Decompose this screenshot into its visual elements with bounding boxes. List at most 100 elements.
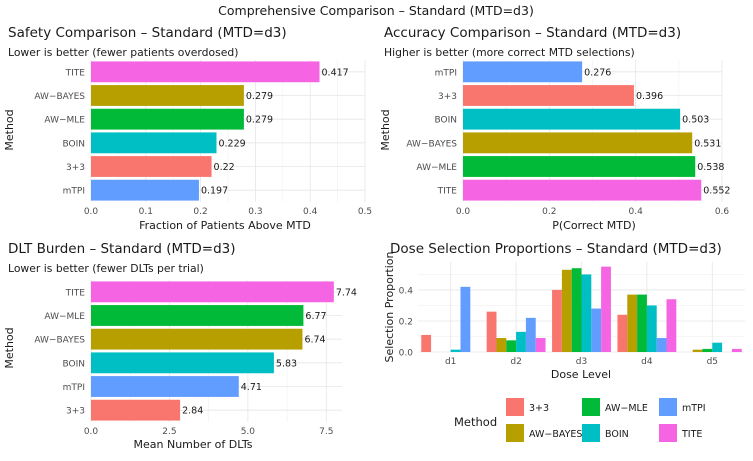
dose-bar [601,266,611,352]
dose-title: Dose Selection Proportions – Standard (M… [390,241,722,257]
dlt-bar [91,328,303,350]
dose-bar [692,349,703,352]
dose-x-tick-label: d4 [641,357,653,367]
dlt-x-tick-label: 2.5 [162,427,176,437]
accuracy-category-label: 3+3 [438,92,457,102]
safety-category-label: TITE [65,68,86,78]
safety-bar [91,179,199,201]
safety-category-label: AW−BAYES [34,92,85,102]
dlt-bar [91,352,274,374]
dlt-category-label: BOIN [63,359,86,369]
dose-y-tick-label: 0.2 [399,317,413,327]
legend-swatch [659,398,677,416]
legend-swatch [582,398,600,416]
legend-label: 3+3 [529,403,549,414]
dose-y-tick-label: 0.4 [399,286,414,296]
legend-title: Method [454,415,497,429]
accuracy-bar [463,108,681,130]
dlt-data-label: 7.74 [336,287,357,298]
dose-bar [571,268,582,352]
safety-category-label: mTPI [63,187,85,197]
accuracy-category-label: AW−MLE [416,163,457,173]
safety-title: Safety Comparison – Standard (MTD=d3) [8,25,287,41]
legend: Method 3+3 AW−MLE mTPI AW−BAYES BOIN TITE [454,398,706,442]
safety-x-tick-label: 0.4 [303,207,318,217]
dose-bar [421,334,432,352]
accuracy-category-label: BOIN [435,116,458,126]
safety-data-label: 0.229 [218,138,245,149]
dlt-data-label: 2.84 [182,406,203,417]
safety-bar [91,85,244,106]
safety-bar [91,108,244,130]
accuracy-plot: 0.0 0.2 0.4 0.6 mTPI 0.276 3+3 0.396 BOIN 0.503 AW… [406,60,730,217]
dlt-panel: DLT Burden – Standard (MTD=d3) Lower is … [3,241,357,451]
accuracy-category-label: AW−BAYES [406,139,457,149]
dlt-category-label: AW−BAYES [34,336,85,346]
safety-x-tick-label: 0.3 [248,207,262,217]
legend-swatch [506,424,524,442]
dose-bar [450,349,461,352]
accuracy-x-tick-label: 0.4 [629,207,644,217]
dose-bar [460,286,471,352]
legend-label: mTPI [682,403,706,414]
dlt-subtitle: Lower is better (fewer DLTs per trial) [8,262,204,275]
safety-bar [91,61,320,83]
accuracy-category-label: TITE [437,187,458,197]
dlt-category-label: 3+3 [66,407,85,417]
dose-plot: 0.0 0.2 0.4 d1 d2 d3 d4 d5 [399,262,745,367]
safety-data-label: 0.417 [322,67,349,78]
dose-panel: Dose Selection Proportions – Standard (M… [383,241,745,442]
safety-data-label: 0.197 [201,186,228,197]
safety-plot: 0.0 0.1 0.2 0.3 0.4 0.5 TITE 0.417 AW−BAYES 0.279… [34,60,372,217]
dose-ylabel: Selection Proportion [383,252,396,363]
accuracy-bar [463,132,693,154]
safety-panel: Safety Comparison – Standard (MTD=d3) Lo… [3,25,372,232]
safety-data-label: 0.22 [214,162,235,173]
dlt-plot: 0.0 2.5 5.0 7.5 TITE 7.74 AW−MLE 6.77 AW−BAYES 6.… [34,280,357,437]
accuracy-data-label: 0.276 [584,67,611,78]
safety-xlabel: Fraction of Patients Above MTD [139,219,311,232]
dlt-bar [91,281,334,303]
safety-bar [91,132,217,154]
legend-swatch [659,424,677,442]
dose-xlabel: Dose Level [551,368,611,381]
legend-label: AW−BAYES [529,429,582,440]
accuracy-x-tick-label: 0.0 [456,207,471,217]
safety-x-tick-label: 0.5 [358,207,372,217]
accuracy-title: Accuracy Comparison – Standard (MTD=d3) [384,25,681,41]
legend-swatch [582,424,600,442]
safety-bar [91,156,212,177]
dose-x-tick-label: d1 [445,357,456,367]
dose-bar [591,308,602,352]
dlt-bar [91,399,181,421]
accuracy-data-label: 0.503 [682,115,709,126]
dlt-bar [91,376,239,397]
dose-bar [561,269,572,352]
legend-swatch [506,398,524,416]
figure-title: Comprehensive Comparison – Standard (MTD… [218,3,534,18]
dose-bar [702,348,713,352]
safety-category-label: BOIN [63,139,86,149]
dlt-x-tick-label: 5.0 [241,427,256,437]
accuracy-x-tick-label: 0.6 [715,207,730,217]
dose-bar [516,331,526,352]
dose-bar [627,294,638,352]
dose-x-tick-label: d3 [576,357,587,367]
dose-bar [496,338,507,352]
accuracy-data-label: 0.396 [636,91,663,102]
dose-bar [486,311,497,352]
safety-data-label: 0.279 [246,115,273,126]
dlt-bar [91,305,304,326]
dlt-x-tick-label: 7.5 [319,427,333,437]
dlt-ylabel: Method [3,327,16,368]
dose-x-tick-label: d2 [510,357,521,367]
dose-x-tick-label: d5 [707,357,718,367]
accuracy-subtitle: Higher is better (more correct MTD selec… [384,46,635,59]
dose-bar [731,348,742,352]
accuracy-category-label: mTPI [435,68,457,78]
accuracy-bar [463,85,634,106]
dose-y-tick-label: 0.0 [399,349,414,359]
accuracy-xlabel: P(Correct MTD) [552,219,636,232]
dlt-category-label: mTPI [63,383,85,393]
